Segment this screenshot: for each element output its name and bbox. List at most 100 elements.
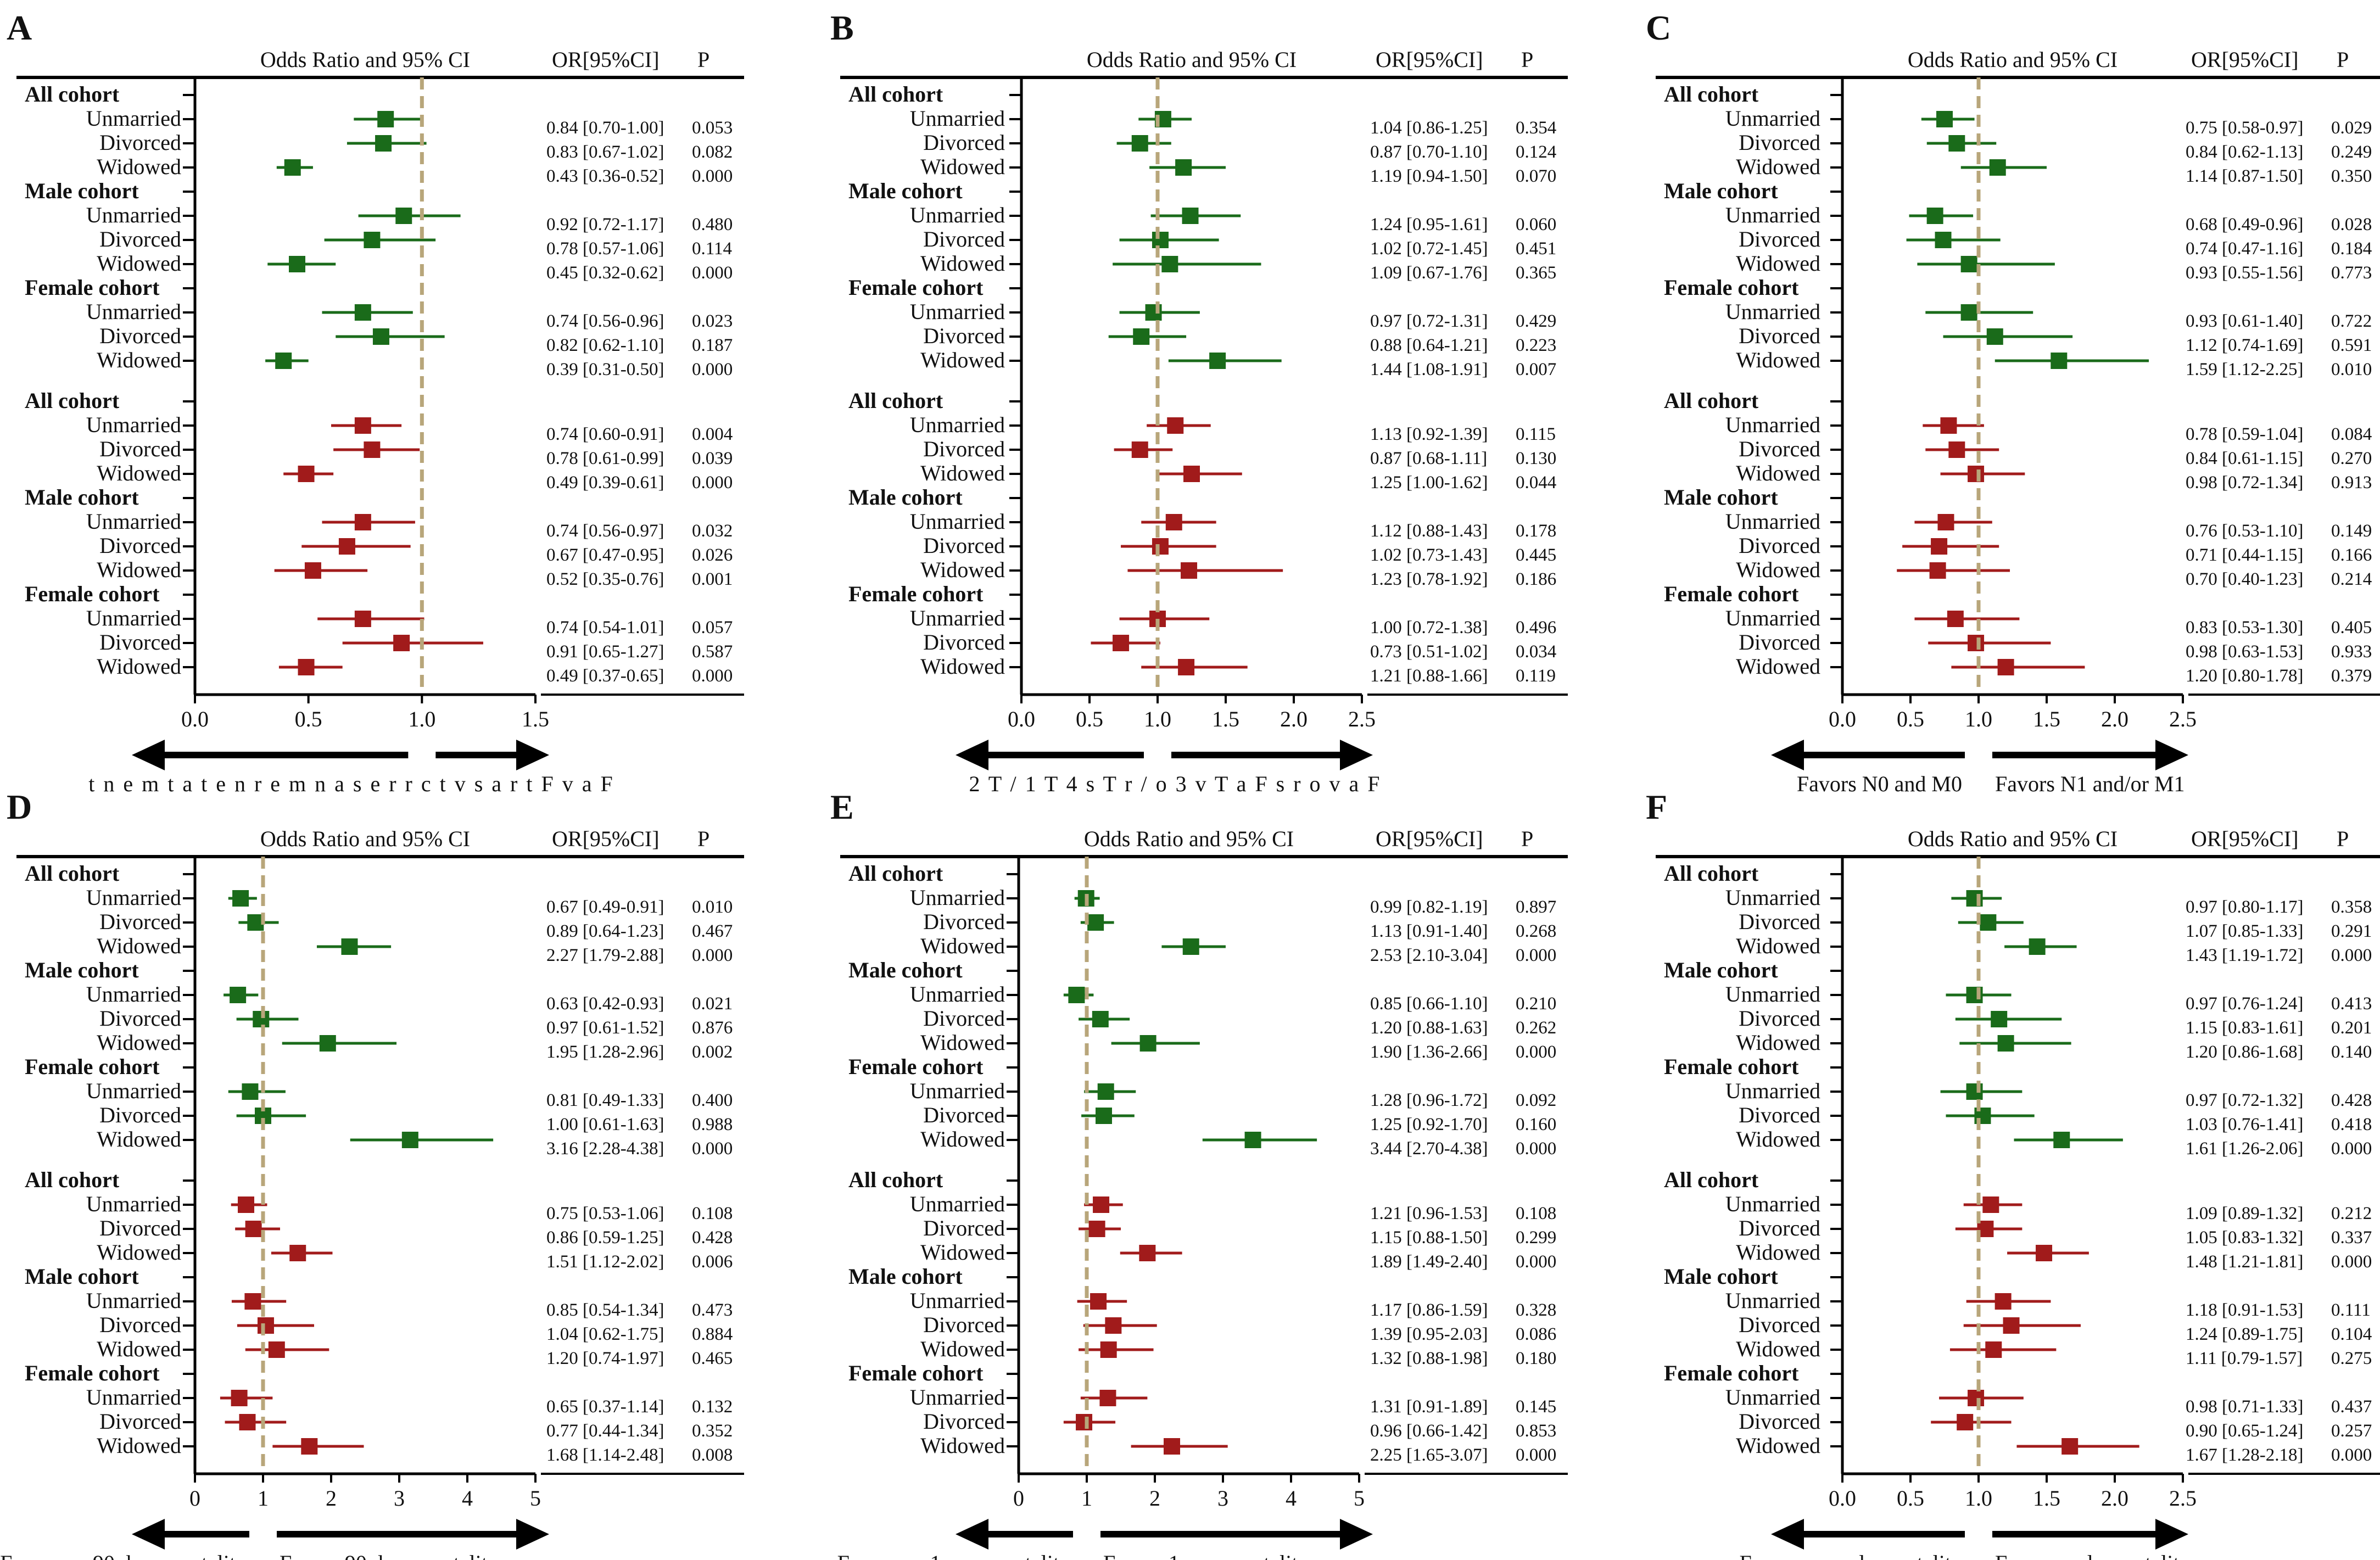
or-ci-value: 0.39 [0.31-0.50] [546, 360, 664, 379]
row-label: Unmarried [910, 1288, 1005, 1313]
row-label: Unmarried [86, 1288, 181, 1313]
p-value: 0.214 [2331, 569, 2372, 589]
p-value: 0.057 [692, 618, 733, 638]
p-value: 0.350 [2331, 166, 2372, 186]
or-ci-value: 1.24 [0.95-1.61] [1370, 215, 1488, 234]
or-ci-value: 0.87 [0.68-1.11] [1370, 449, 1487, 468]
p-value: 0.445 [1516, 545, 1556, 565]
or-ci-value: 2.53 [2.10-3.04] [1370, 946, 1488, 965]
row-label: Widowed [1736, 1030, 1820, 1055]
p-value: 0.262 [1516, 1018, 1556, 1038]
point-estimate [1960, 304, 1977, 321]
x-tick-label: 2.5 [2169, 1486, 2197, 1511]
p-value: 0.053 [692, 118, 733, 138]
row-label: Widowed [1736, 933, 1820, 958]
group-label: All cohort [1664, 1167, 1759, 1192]
or-ci-value: 1.12 [0.88-1.43] [1370, 521, 1488, 541]
or-ci-value: 1.04 [0.86-1.25] [1370, 118, 1488, 138]
p-value: 0.111 [2331, 1300, 2371, 1320]
p-value: 0.876 [692, 1018, 733, 1038]
p-value: 0.365 [1516, 263, 1556, 283]
p-value: 0.933 [2331, 642, 2372, 662]
row-label: Divorced [99, 909, 181, 934]
header-or-column: OR[95%CI] [2191, 47, 2299, 72]
row-label: Unmarried [86, 606, 181, 630]
or-ci-value: 1.68 [1.14-2.48] [546, 1445, 664, 1465]
p-value: 0.000 [2331, 946, 2372, 965]
or-ci-value: 1.51 [1.12-2.02] [546, 1252, 664, 1272]
point-estimate [1936, 111, 1953, 127]
row-label: Widowed [920, 654, 1005, 679]
row-label: Divorced [923, 1216, 1005, 1240]
point-estimate [1989, 159, 2006, 176]
or-ci-value: 0.78 [0.57-1.06] [546, 239, 664, 259]
panel-letter: F [1646, 787, 1667, 826]
p-value: 0.000 [692, 263, 733, 283]
group-label: Female cohort [848, 1054, 984, 1079]
point-estimate [1152, 538, 1169, 555]
p-value: 0.044 [1516, 473, 1556, 493]
x-tick-label: 1.5 [1212, 707, 1239, 731]
point-estimate [1985, 1341, 2002, 1358]
point-estimate [2036, 1245, 2053, 1261]
p-value: 0.028 [2331, 215, 2372, 234]
point-estimate [1986, 328, 2003, 345]
or-ci-value: 1.95 [1.28-2.96] [546, 1042, 664, 1062]
or-ci-value: 2.25 [1.65-3.07] [1370, 1445, 1488, 1465]
p-value: 0.029 [2331, 118, 2372, 138]
favors-left-arrowhead [132, 1519, 165, 1550]
or-ci-value: 0.78 [0.59-1.04] [2186, 424, 2303, 444]
or-ci-value: 1.21 [0.88-1.66] [1370, 666, 1488, 686]
group-label: Male cohort [848, 958, 963, 982]
or-ci-value: 1.02 [0.72-1.45] [1370, 239, 1488, 259]
or-ci-value: 0.85 [0.66-1.10] [1370, 994, 1488, 1014]
header-or-column: OR[95%CI] [1376, 47, 1483, 72]
or-ci-value: 0.96 [0.66-1.42] [1370, 1421, 1488, 1441]
or-ci-value: 1.09 [0.67-1.76] [1370, 263, 1488, 283]
or-ci-value: 1.00 [0.72-1.38] [1370, 618, 1488, 638]
point-estimate [1113, 635, 1130, 651]
or-ci-value: 1.19 [0.94-1.50] [1370, 166, 1488, 186]
point-estimate [395, 208, 412, 224]
point-estimate [1948, 135, 1965, 152]
row-label: Unmarried [1725, 982, 1820, 1007]
p-value: 0.465 [692, 1349, 733, 1368]
p-value: 0.000 [692, 946, 733, 965]
row-label: Unmarried [86, 299, 181, 324]
or-ci-value: 0.86 [0.59-1.25] [546, 1228, 664, 1248]
row-label: Divorced [99, 323, 181, 348]
p-value: 0.006 [692, 1252, 733, 1272]
p-value: 0.853 [1516, 1421, 1556, 1441]
row-label: Widowed [97, 154, 181, 179]
or-ci-value: 0.78 [0.61-0.99] [546, 449, 664, 468]
row-label: Divorced [923, 1103, 1005, 1127]
row-label: Widowed [920, 933, 1005, 958]
group-label: All cohort [25, 861, 120, 886]
point-estimate [1152, 232, 1169, 248]
row-label: Unmarried [1725, 1078, 1820, 1103]
row-label: Unmarried [910, 1192, 1005, 1216]
row-label: Unmarried [910, 982, 1005, 1007]
group-label: Female cohort [25, 275, 160, 300]
x-tick-label: 3 [1217, 1486, 1228, 1511]
point-estimate [1968, 1390, 1985, 1406]
p-value: 0.913 [2331, 473, 2372, 493]
p-value: 0.249 [2331, 142, 2372, 162]
point-estimate [2061, 1438, 2079, 1455]
row-label: Unmarried [86, 1078, 181, 1103]
row-label: Unmarried [1725, 885, 1820, 910]
or-ci-value: 1.02 [0.73-1.43] [1370, 545, 1488, 565]
p-value: 0.119 [1516, 666, 1556, 686]
favors-left-arrowhead [956, 1519, 988, 1550]
panel-e: E Odds Ratio and 95% CI OR[95%CI] P All coho… [830, 787, 1568, 1560]
row-label: Unmarried [910, 509, 1005, 534]
point-estimate [1097, 1083, 1114, 1100]
x-tick-label: 2.5 [2169, 707, 2197, 731]
row-label: Widowed [1736, 1337, 1820, 1361]
row-label: Unmarried [86, 412, 181, 437]
point-estimate [247, 914, 264, 931]
header-title: Odds Ratio and 95% CI [1908, 47, 2118, 72]
row-label: Divorced [99, 130, 181, 155]
p-value: 0.187 [692, 336, 733, 355]
p-value: 0.114 [692, 239, 732, 259]
